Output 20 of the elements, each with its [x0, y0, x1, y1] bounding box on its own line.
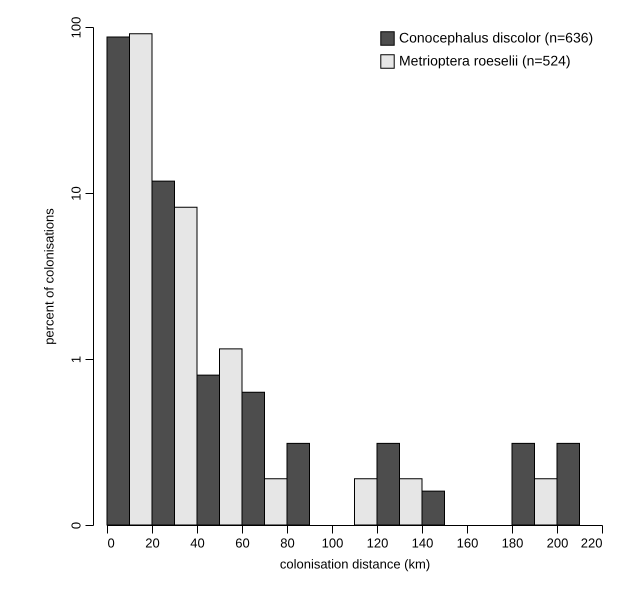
legend-label: Conocephalus discolor (n=636)	[399, 30, 594, 46]
x-tick-label: 60	[235, 536, 250, 550]
x-tick-label: 180	[502, 536, 524, 550]
x-tick-label: 20	[145, 536, 160, 550]
x-tick-label: 200	[546, 536, 568, 550]
x-tick-label: 160	[456, 536, 478, 550]
y-tick-label: 10	[68, 186, 84, 201]
x-tick-label: 0	[108, 536, 115, 550]
x-tick-label: 140	[412, 536, 434, 550]
x-axis-title: colonisation distance (km)	[280, 556, 430, 572]
x-tick-label: 120	[366, 536, 388, 550]
x-tick-label: 220	[580, 536, 602, 550]
y-tick-label: 1	[68, 356, 84, 364]
x-tick-label: 80	[280, 536, 295, 550]
legend-label: Metrioptera roeselii (n=524)	[399, 52, 571, 68]
y-axis-title: percent of colonisations	[42, 208, 56, 345]
y-tick-label: 100	[68, 16, 84, 38]
y-tick-label: 0	[68, 522, 84, 530]
x-tick-label: 40	[190, 536, 205, 550]
x-tick-label: 100	[322, 536, 344, 550]
